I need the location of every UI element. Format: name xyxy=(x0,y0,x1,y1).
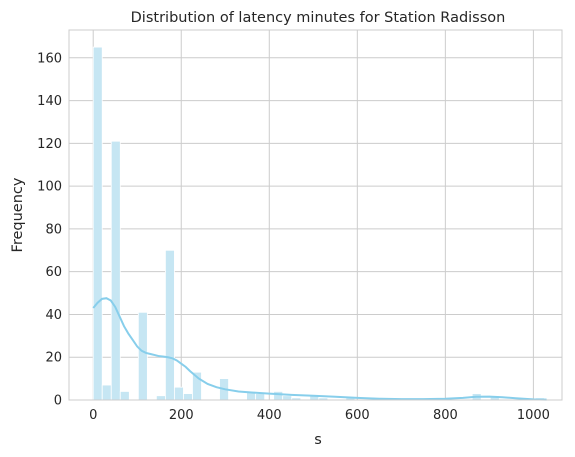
histogram-bar xyxy=(174,386,184,401)
histogram-bar xyxy=(92,46,103,401)
plot-frame xyxy=(68,29,563,401)
y-tick-label: 140 xyxy=(37,94,62,109)
histogram-bar xyxy=(119,391,130,401)
y-tick-label: 60 xyxy=(45,265,62,280)
histogram-bar xyxy=(282,395,293,401)
x-tick-label: 600 xyxy=(345,408,370,423)
y-tick-label: 0 xyxy=(54,394,62,409)
y-tick-label: 40 xyxy=(45,308,62,323)
y-tick-labels: 0 20 40 60 80 100 120 140 160 xyxy=(37,51,62,408)
kde-curve xyxy=(92,297,547,401)
x-tick-label: 800 xyxy=(433,408,458,423)
y-tick-label: 120 xyxy=(37,137,62,152)
histogram-bar xyxy=(183,393,193,401)
y-tick-label: 80 xyxy=(45,222,62,237)
histogram-bar xyxy=(155,395,166,401)
x-tick-labels: 0 200 400 600 800 1000 xyxy=(89,408,550,423)
histogram-bar xyxy=(164,249,175,401)
y-tick-label: 20 xyxy=(45,351,62,366)
histogram-bar xyxy=(273,391,284,401)
y-tick-label: 100 xyxy=(37,180,62,195)
histogram-bars xyxy=(92,46,545,401)
x-tick-label: 400 xyxy=(257,408,282,423)
x-tick-label: 200 xyxy=(169,408,194,423)
histogram-bar xyxy=(101,384,112,401)
y-axis-label: Frequency xyxy=(10,177,26,252)
x-tick-label: 0 xyxy=(89,408,97,423)
histogram-bar xyxy=(255,393,266,401)
x-tick-label: 1000 xyxy=(517,408,550,423)
x-axis-label: s xyxy=(314,432,322,448)
histogram-bar xyxy=(110,140,121,401)
grid-lines xyxy=(69,30,562,401)
y-tick-label: 160 xyxy=(37,51,62,66)
histogram-bar xyxy=(137,311,148,401)
chart-title: Distribution of latency minutes for Stat… xyxy=(131,10,506,26)
